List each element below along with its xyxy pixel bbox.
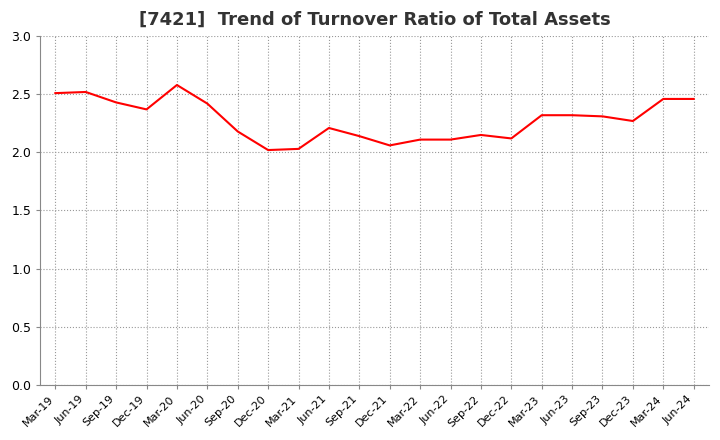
Title: [7421]  Trend of Turnover Ratio of Total Assets: [7421] Trend of Turnover Ratio of Total …: [139, 11, 611, 29]
